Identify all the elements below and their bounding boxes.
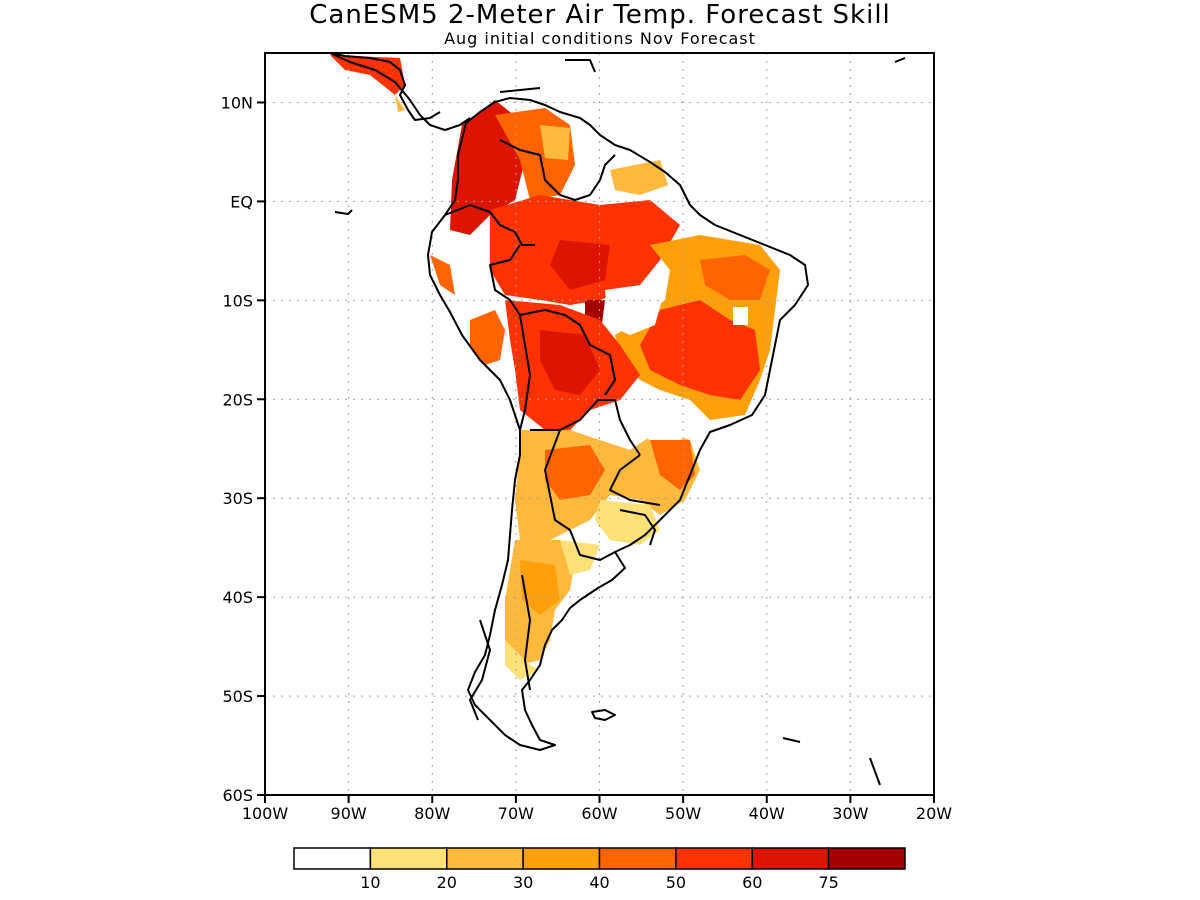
colorbar: 10 20 30 40 50 60 75 — [293, 847, 906, 892]
skill-shading — [330, 55, 780, 680]
central-america-coastline — [329, 53, 471, 131]
lon-tick-label: 60W — [581, 804, 617, 823]
colorbar-label: 60 — [742, 873, 762, 892]
lon-tick-label: 40W — [749, 804, 785, 823]
coastlines — [329, 53, 906, 786]
lon-tick-label: 30W — [832, 804, 868, 823]
lat-tick-label: 30S — [222, 489, 253, 508]
lat-tick-label: 10S — [222, 291, 253, 310]
colorbar-label: 20 — [437, 873, 457, 892]
colorbar-label: 40 — [589, 873, 609, 892]
colorbar-swatch — [598, 847, 677, 870]
colorbar-swatch — [369, 847, 448, 870]
south-america-coastline — [427, 97, 809, 751]
colorbar-swatch — [675, 847, 753, 870]
central-america-skill — [330, 55, 405, 95]
colorbar-swatch — [827, 847, 906, 870]
map-gridlines — [265, 53, 934, 795]
colorbar-label: 75 — [818, 873, 838, 892]
lat-tick-label: 40S — [222, 588, 253, 607]
lat-tick-label: EQ — [230, 192, 253, 211]
colorbar-swatch — [293, 847, 372, 870]
map-title: CanESM5 2-Meter Air Temp. Forecast Skill — [309, 0, 891, 30]
colorbar-label: 30 — [513, 873, 533, 892]
colorbar-swatch — [522, 847, 601, 870]
map-frame — [264, 52, 935, 796]
lon-tick-label: 50W — [665, 804, 701, 823]
map-subtitle: Aug initial conditions Nov Forecast — [444, 29, 756, 48]
lat-tick-label: 20S — [222, 390, 253, 409]
lat-tick-label: 50S — [222, 687, 253, 706]
colorbar-swatch — [751, 847, 830, 870]
lon-tick-label: 100W — [242, 804, 289, 823]
colorbar-swatch — [446, 847, 524, 870]
falklands-coastline — [591, 709, 616, 721]
country-borders — [444, 139, 661, 691]
lon-tick-label: 70W — [498, 804, 534, 823]
colorbar-label: 50 — [666, 873, 686, 892]
lat-tick-label: 60S — [222, 786, 253, 805]
colorbar-label: 10 — [360, 873, 380, 892]
lon-tick-label: 20W — [916, 804, 952, 823]
lon-tick-label: 90W — [331, 804, 367, 823]
lon-tick-label: 80W — [414, 804, 450, 823]
lat-tick-label: 10N — [221, 93, 253, 112]
